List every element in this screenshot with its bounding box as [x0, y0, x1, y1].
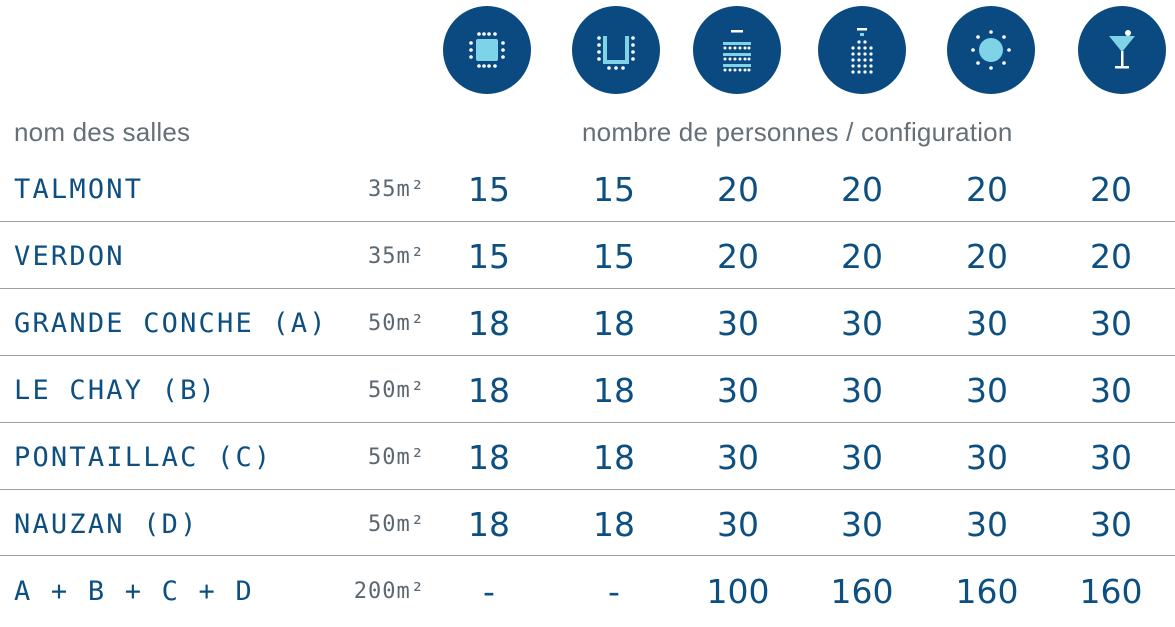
room-name: LE CHAY (B)	[14, 375, 218, 406]
capacity-theatre: 20	[841, 237, 883, 276]
room-name: PONTAILLAC (C)	[14, 442, 273, 473]
row-divider	[0, 355, 1175, 356]
room-name: NAUZAN (D)	[14, 509, 199, 540]
row-divider	[0, 555, 1175, 556]
room-name: A + B + C + D	[14, 576, 254, 607]
table-row: LE CHAY (B) 50m² 18 18 30 30 30 30	[0, 357, 1175, 424]
capacity-banquet: 30	[966, 505, 1008, 544]
table-row: PONTAILLAC (C) 50m² 18 18 30 30 30 30	[0, 424, 1175, 491]
capacity-cocktail: 30	[1090, 438, 1132, 477]
capacity-u-shape: 18	[593, 438, 635, 477]
room-name: TALMONT	[14, 174, 144, 205]
capacity-classroom: 30	[717, 304, 759, 343]
capacity-header: nombre de personnes / configuration	[582, 117, 1013, 147]
room-name: GRANDE CONCHE (A)	[14, 308, 328, 339]
cocktail-icon	[1078, 6, 1166, 94]
table-row: VERDON 35m² 15 15 20 20 20 20	[0, 223, 1175, 290]
capacity-cocktail: 160	[1079, 572, 1143, 611]
capacity-classroom: 30	[717, 438, 759, 477]
capacity-banquet: 160	[955, 572, 1019, 611]
capacity-banquet: 20	[966, 170, 1008, 209]
room-area: 50m²	[368, 512, 425, 537]
capacity-banquet: 30	[966, 371, 1008, 410]
capacity-boardroom: 15	[468, 170, 510, 209]
capacity-classroom: 30	[717, 371, 759, 410]
capacity-boardroom: 18	[468, 438, 510, 477]
room-area: 50m²	[368, 445, 425, 470]
room-area: 50m²	[368, 378, 425, 403]
capacity-boardroom: 15	[468, 237, 510, 276]
row-divider	[0, 288, 1175, 289]
room-area: 50m²	[368, 311, 425, 336]
row-divider	[0, 221, 1175, 222]
capacity-u-shape: 18	[593, 371, 635, 410]
capacity-classroom: 100	[706, 572, 770, 611]
capacity-cocktail: 30	[1090, 505, 1132, 544]
capacity-boardroom: 18	[468, 505, 510, 544]
table-row: GRANDE CONCHE (A) 50m² 18 18 30 30 30 30	[0, 290, 1175, 357]
theatre-icon	[818, 6, 906, 94]
room-area: 35m²	[368, 244, 425, 269]
row-divider	[0, 422, 1175, 423]
capacity-cocktail: 20	[1090, 170, 1132, 209]
capacity-cocktail: 30	[1090, 304, 1132, 343]
capacity-theatre: 30	[841, 304, 883, 343]
capacity-u-shape: 18	[593, 304, 635, 343]
capacity-u-shape: 15	[593, 170, 635, 209]
capacity-theatre: 20	[841, 170, 883, 209]
capacity-theatre: 30	[841, 371, 883, 410]
table-row: A + B + C + D 200m² - - 100 160 160 160	[0, 558, 1175, 625]
capacity-cocktail: 20	[1090, 237, 1132, 276]
capacity-theatre: 30	[841, 438, 883, 477]
capacity-banquet: 20	[966, 237, 1008, 276]
capacity-cocktail: 30	[1090, 371, 1132, 410]
banquet-icon	[947, 6, 1035, 94]
capacity-theatre: 160	[830, 572, 894, 611]
capacity-classroom: 30	[717, 505, 759, 544]
capacity-boardroom: 18	[468, 371, 510, 410]
capacity-classroom: 20	[717, 237, 759, 276]
boardroom-icon	[443, 6, 531, 94]
row-divider	[0, 489, 1175, 490]
rooms-header: nom des salles	[14, 117, 191, 147]
room-area: 200m²	[353, 579, 425, 604]
capacity-u-shape: 15	[593, 237, 635, 276]
u-shape-icon	[572, 6, 660, 94]
capacity-banquet: 30	[966, 304, 1008, 343]
capacity-classroom: 20	[717, 170, 759, 209]
table-row: NAUZAN (D) 50m² 18 18 30 30 30 30	[0, 491, 1175, 558]
capacity-banquet: 30	[966, 438, 1008, 477]
capacity-u-shape: 18	[593, 505, 635, 544]
room-name: VERDON	[14, 241, 125, 272]
capacity-theatre: 30	[841, 505, 883, 544]
table-row: TALMONT 35m² 15 15 20 20 20 20	[0, 156, 1175, 223]
classroom-icon	[693, 6, 781, 94]
capacity-u-shape: -	[608, 572, 620, 611]
capacity-boardroom: -	[483, 572, 495, 611]
capacity-boardroom: 18	[468, 304, 510, 343]
room-area: 35m²	[368, 177, 425, 202]
